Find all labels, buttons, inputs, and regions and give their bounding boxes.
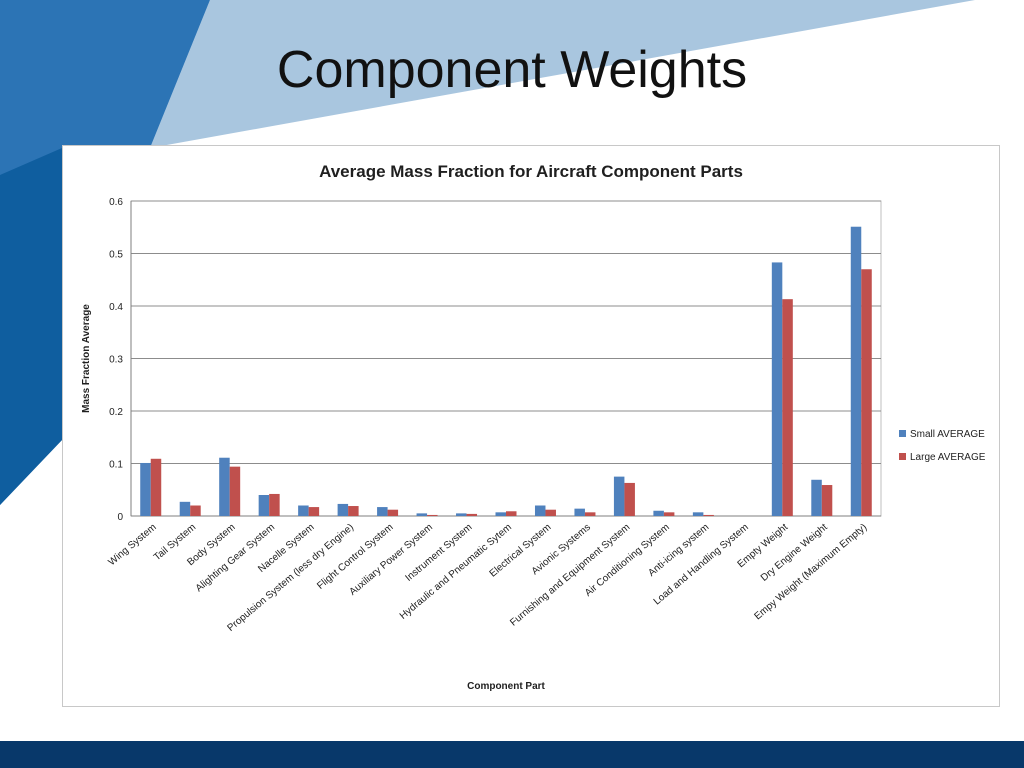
bar-large bbox=[308, 507, 320, 516]
slide-title: Component Weights bbox=[276, 41, 748, 99]
bar-small bbox=[771, 262, 783, 516]
bar-large bbox=[506, 511, 517, 516]
legend-label: Large AVERAGE bbox=[910, 452, 986, 463]
legend-swatch bbox=[899, 453, 906, 460]
bar-small bbox=[258, 495, 270, 516]
bar-small bbox=[850, 226, 862, 516]
footer-bar bbox=[0, 741, 1024, 768]
bar-large bbox=[466, 513, 478, 516]
y-tick-label: 0.1 bbox=[109, 460, 123, 471]
bar-large bbox=[190, 505, 201, 516]
y-tick-label: 0.5 bbox=[109, 250, 123, 261]
bar-small bbox=[219, 457, 230, 516]
bar-large bbox=[584, 512, 596, 516]
bar-small bbox=[337, 503, 349, 516]
x-tick-label: Dry Engine Weight bbox=[759, 522, 830, 584]
chart-title: Average Mass Fraction for Aircraft Compo… bbox=[319, 162, 743, 181]
bar-large bbox=[821, 485, 833, 516]
bar-large bbox=[348, 506, 359, 516]
x-tick-label: Flight Control System bbox=[315, 522, 395, 592]
bar-large bbox=[703, 514, 714, 516]
y-tick-label: 0.2 bbox=[109, 407, 123, 418]
chart-frame: 0 0.1 0.2 0.3 0.4 0.5 0.6 Average Mass Fraction… bbox=[62, 145, 1000, 707]
bar-large bbox=[782, 299, 793, 516]
bar-large bbox=[229, 466, 241, 516]
bar-small bbox=[811, 479, 822, 516]
background-light-blue-wedge bbox=[150, 0, 975, 148]
bar-large bbox=[269, 493, 280, 516]
bar-large bbox=[861, 269, 872, 516]
bar-small bbox=[456, 513, 467, 516]
bar-large bbox=[150, 458, 162, 516]
legend-label: Small AVERAGE bbox=[910, 429, 985, 440]
y-tick-label: 0.6 bbox=[109, 197, 123, 208]
x-tick-label: Instrument System bbox=[404, 522, 475, 584]
bar-small bbox=[179, 501, 191, 516]
y-tick-label: 0.4 bbox=[109, 302, 123, 313]
bar-small bbox=[298, 505, 309, 516]
bar-large bbox=[545, 509, 556, 516]
bar-small bbox=[495, 512, 506, 516]
bar-small bbox=[613, 476, 625, 516]
bar-small bbox=[653, 510, 664, 516]
background-dark-blue-shape bbox=[0, 148, 62, 505]
x-tick-label: Wing System bbox=[106, 522, 158, 568]
bar-small bbox=[377, 507, 388, 516]
chart-svg: 0 0.1 0.2 0.3 0.4 0.5 0.6 Average Mass Fraction… bbox=[81, 162, 986, 692]
x-axis-label: Component Part bbox=[467, 681, 545, 692]
y-axis-label: Mass Fraction Average bbox=[81, 304, 92, 413]
bar-large bbox=[387, 509, 399, 516]
y-tick-label: 0 bbox=[117, 512, 123, 523]
bar-large bbox=[663, 512, 675, 516]
legend-swatch bbox=[899, 430, 906, 437]
x-tick-label: Alighting Gear System bbox=[194, 522, 277, 594]
bar-small bbox=[416, 513, 428, 516]
bar-small bbox=[692, 512, 704, 516]
bar-small bbox=[140, 462, 151, 516]
bar-small bbox=[534, 505, 546, 516]
bar-large bbox=[624, 482, 635, 516]
y-tick-label: 0.3 bbox=[109, 355, 123, 366]
bar-large bbox=[427, 514, 438, 516]
bar-small bbox=[574, 508, 585, 516]
